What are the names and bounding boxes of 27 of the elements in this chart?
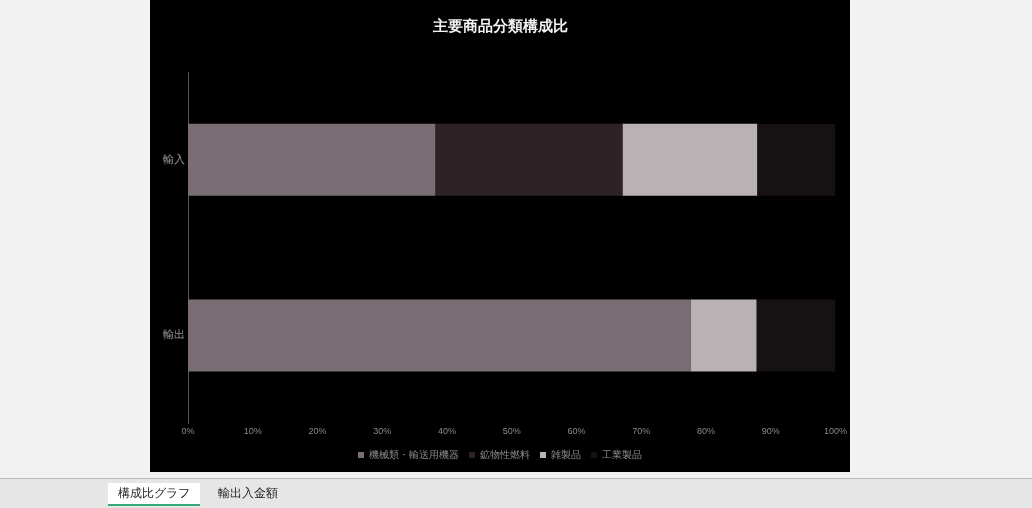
x-tick-label: 50% — [502, 426, 521, 437]
text: 構成比グラフ — [108, 483, 200, 506]
chart-title: 主要商品分類構成比 — [431, 17, 568, 35]
x-tick-label: 20% — [308, 426, 327, 437]
y-tick-label: 輸入 — [163, 152, 185, 165]
bar — [757, 123, 836, 196]
x-tick-label: 10% — [243, 426, 262, 437]
legend-label: 鉱物性燃料 — [480, 448, 530, 460]
x-tick-label: 90% — [761, 426, 780, 437]
bar — [690, 299, 757, 372]
x-tick-label: 40% — [437, 426, 456, 437]
x-tick-label: 100% — [823, 426, 848, 437]
bar — [756, 299, 836, 372]
x-tick-label: 0% — [181, 426, 195, 437]
x-tick-label: 70% — [632, 426, 651, 437]
legend-label: 機械類・輸送用機器 — [369, 448, 459, 460]
bar — [435, 123, 623, 196]
bar — [622, 123, 758, 196]
y-tick-label: 輸出 — [163, 328, 185, 341]
text: 輸出入金額 — [217, 485, 279, 502]
bar — [188, 123, 436, 196]
legend-label: 雑製品 — [551, 448, 581, 460]
legend-label: 工業製品 — [602, 448, 642, 460]
x-tick-label: 60% — [567, 426, 586, 437]
bar — [188, 299, 691, 372]
x-tick-label: 80% — [696, 426, 715, 437]
x-tick-label: 30% — [373, 426, 392, 437]
